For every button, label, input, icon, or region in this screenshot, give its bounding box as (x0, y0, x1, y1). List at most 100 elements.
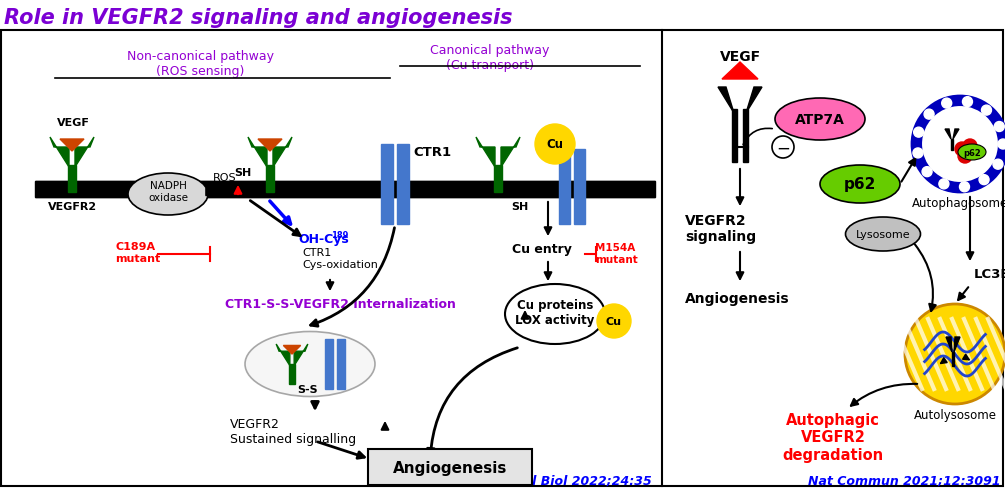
Text: Autophagosome: Autophagosome (912, 197, 1005, 209)
Polygon shape (337, 339, 345, 389)
Circle shape (535, 125, 575, 164)
Polygon shape (397, 145, 409, 224)
Polygon shape (574, 150, 585, 224)
Circle shape (939, 180, 949, 189)
Circle shape (924, 110, 934, 120)
Polygon shape (951, 140, 953, 151)
Text: CTR1
Cys-oxidation: CTR1 Cys-oxidation (302, 247, 378, 269)
Text: Nat Cell Biol 2022;24:35: Nat Cell Biol 2022;24:35 (481, 474, 652, 487)
Text: VEGFR2
Sustained signalling: VEGFR2 Sustained signalling (230, 417, 356, 445)
Circle shape (998, 140, 1005, 150)
Polygon shape (476, 138, 495, 168)
Text: Nat Commun 2021;12:3091: Nat Commun 2021;12:3091 (808, 474, 1001, 487)
Text: OH-Cys: OH-Cys (298, 232, 349, 245)
Circle shape (963, 98, 973, 107)
Text: Cu: Cu (547, 138, 564, 151)
Text: VEGFR2: VEGFR2 (47, 202, 96, 212)
Polygon shape (945, 130, 951, 140)
Circle shape (914, 128, 924, 138)
Circle shape (979, 175, 989, 185)
Text: M154A
mutant: M154A mutant (595, 243, 638, 264)
Polygon shape (325, 339, 333, 389)
Circle shape (921, 106, 999, 183)
Text: Autolysosome: Autolysosome (914, 408, 997, 421)
Polygon shape (289, 365, 294, 384)
Text: Canonical pathway
(Cu transport): Canonical pathway (Cu transport) (430, 44, 550, 72)
Text: SH: SH (512, 202, 529, 212)
Text: Cu: Cu (606, 316, 622, 326)
Text: SH: SH (234, 168, 251, 178)
Text: −: − (776, 140, 790, 158)
Circle shape (904, 305, 1005, 404)
Text: C189A
mutant: C189A mutant (115, 242, 160, 263)
Polygon shape (266, 165, 274, 193)
Polygon shape (68, 165, 76, 193)
Polygon shape (50, 138, 69, 168)
Text: CTR1-S-S-VEGFR2 Internalization: CTR1-S-S-VEGFR2 Internalization (225, 297, 456, 310)
Polygon shape (746, 88, 762, 114)
Text: LC3B: LC3B (974, 267, 1005, 281)
Polygon shape (732, 110, 737, 163)
Polygon shape (494, 165, 502, 193)
Polygon shape (258, 140, 282, 152)
Polygon shape (953, 130, 959, 140)
Polygon shape (501, 138, 520, 168)
Ellipse shape (820, 165, 900, 203)
Circle shape (912, 97, 1005, 193)
Text: Non-canonical pathway
(ROS sensing): Non-canonical pathway (ROS sensing) (127, 50, 273, 78)
Circle shape (942, 99, 952, 109)
Circle shape (960, 183, 970, 192)
Polygon shape (559, 150, 570, 224)
Polygon shape (276, 345, 289, 366)
Polygon shape (952, 352, 954, 366)
Circle shape (963, 140, 977, 154)
Ellipse shape (775, 99, 865, 141)
Circle shape (772, 137, 794, 159)
Polygon shape (248, 138, 267, 168)
Ellipse shape (958, 145, 986, 161)
Ellipse shape (505, 285, 605, 345)
Ellipse shape (128, 174, 208, 216)
Circle shape (922, 167, 932, 177)
Text: p62: p62 (963, 148, 981, 157)
Text: Cu entry: Cu entry (512, 243, 572, 256)
Polygon shape (294, 345, 308, 366)
Polygon shape (718, 88, 734, 114)
Circle shape (993, 160, 1003, 170)
Text: Angiogenesis: Angiogenesis (685, 291, 790, 305)
Polygon shape (722, 63, 758, 80)
Text: S-S: S-S (297, 384, 319, 394)
Polygon shape (60, 140, 84, 152)
Text: Autophagic
VEGFR2
degradation: Autophagic VEGFR2 degradation (783, 412, 883, 462)
Text: Role in VEGFR2 signaling and angiogenesis: Role in VEGFR2 signaling and angiogenesi… (4, 8, 513, 28)
Text: p62: p62 (844, 177, 876, 192)
Circle shape (597, 305, 631, 338)
Text: CTR1: CTR1 (413, 145, 451, 158)
Polygon shape (954, 337, 960, 352)
Circle shape (913, 149, 923, 159)
Text: Angiogenesis: Angiogenesis (393, 460, 508, 474)
Polygon shape (283, 346, 300, 354)
Circle shape (955, 142, 969, 157)
Text: 189: 189 (331, 230, 349, 240)
Circle shape (994, 122, 1004, 132)
Ellipse shape (245, 332, 375, 397)
Polygon shape (743, 110, 748, 163)
Text: VEGFR2
signaling: VEGFR2 signaling (685, 214, 756, 244)
Ellipse shape (845, 218, 921, 251)
Text: VEGF: VEGF (57, 118, 89, 128)
Polygon shape (75, 138, 94, 168)
Circle shape (958, 150, 972, 163)
Text: ATP7A: ATP7A (795, 113, 845, 127)
Polygon shape (381, 145, 393, 224)
Text: VEGF: VEGF (720, 50, 761, 64)
Polygon shape (35, 182, 655, 198)
FancyBboxPatch shape (368, 449, 532, 485)
Text: NADPH
oxidase: NADPH oxidase (148, 181, 188, 203)
Circle shape (982, 106, 992, 116)
Text: ROS: ROS (213, 173, 237, 183)
Text: Lysosome: Lysosome (855, 229, 911, 240)
Polygon shape (273, 138, 292, 168)
Polygon shape (946, 337, 952, 352)
Text: Cu proteins
LOX activity: Cu proteins LOX activity (516, 298, 595, 326)
